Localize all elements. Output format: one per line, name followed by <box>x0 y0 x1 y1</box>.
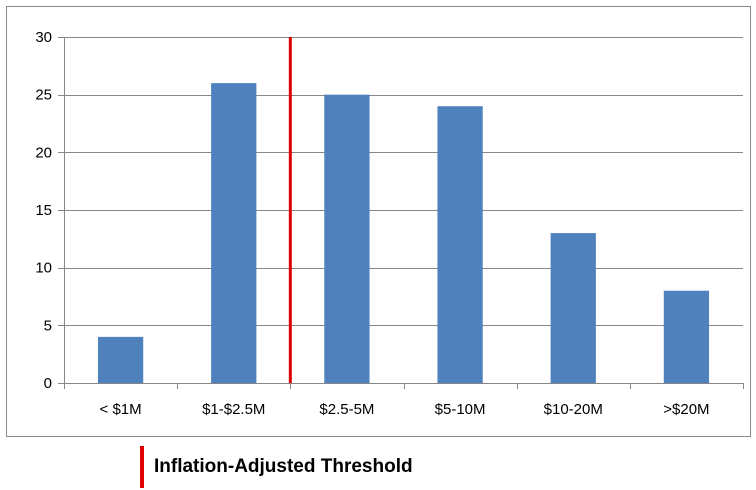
y-tick-label: 25 <box>35 87 52 104</box>
x-tick-label: $1-$2.5M <box>202 401 265 418</box>
x-tick-label: >$20M <box>663 401 709 418</box>
y-tick-label: 15 <box>35 202 52 219</box>
legend: Inflation-Adjusted Threshold <box>140 444 413 490</box>
y-tick-label: 5 <box>44 317 52 334</box>
bar <box>97 336 144 383</box>
bar <box>550 233 596 383</box>
x-tick-label: $2.5-5M <box>319 401 374 418</box>
x-tick-label: $5-10M <box>435 401 486 418</box>
x-tick-label: $10-20M <box>544 401 603 418</box>
bar <box>211 83 257 383</box>
y-tick-label: 20 <box>35 144 52 161</box>
threshold-legend-label: Inflation-Adjusted Threshold <box>154 456 413 477</box>
bar <box>437 106 483 383</box>
bar <box>663 290 710 383</box>
y-tick-label: 0 <box>44 375 52 392</box>
y-tick-label: 30 <box>35 29 52 46</box>
x-tick-label: < $1M <box>100 401 142 418</box>
bar-chart: 0 5 10 15 20 25 30 < $1M $1-$2.5M $2.5-5M $5-10M $1… <box>35 29 744 418</box>
y-tick-label: 10 <box>35 260 52 277</box>
bar <box>324 94 370 384</box>
threshold-legend-swatch <box>140 446 144 488</box>
chart-area: 0 5 10 15 20 25 30 < $1M $1-$2.5M $2.5-5M $5-10M $1… <box>6 6 751 437</box>
